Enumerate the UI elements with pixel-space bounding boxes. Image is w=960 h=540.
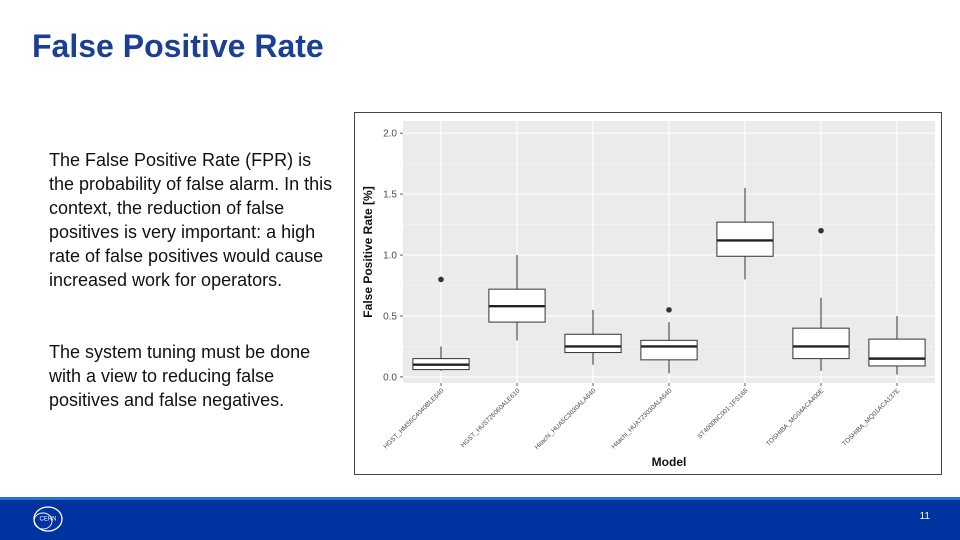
y-tick-label: 1.0 — [383, 251, 397, 262]
x-axis-title: Model — [652, 455, 687, 469]
y-tick-label: 0.5 — [383, 311, 397, 322]
footer-bar: CERN 11 — [0, 497, 960, 540]
svg-text:CERN: CERN — [39, 517, 56, 523]
box-iqr — [640, 339, 698, 361]
slide-title: False Positive Rate — [32, 28, 324, 64]
y-tick-label: 0.0 — [383, 372, 397, 383]
page-number: 11 — [919, 511, 930, 522]
outlier-point — [666, 307, 672, 313]
boxplot-svg: 0.0 0.5 1.0 1.5 2.0 HGST_HMS5C4040BLE640 HGST_… — [361, 121, 935, 469]
outlier-point — [818, 227, 824, 234]
x-tick-label: HGST_HMS5C4040BLE640 — [382, 387, 445, 450]
outlier-point — [438, 276, 444, 283]
box-iqr — [792, 327, 850, 360]
fpr-definition-paragraph: The False Positive Rate (FPR) is the pro… — [49, 150, 333, 290]
box-iqr — [716, 221, 774, 257]
system-tuning-paragraph: The system tuning must be done with a vi… — [49, 342, 311, 410]
x-tick-label: HGST_HUS726060ALE610 — [460, 387, 522, 449]
box-iqr — [564, 333, 622, 354]
footer-accent-strip — [0, 497, 960, 500]
x-tick-label: ST4000NC001-1FS168 — [696, 387, 749, 440]
x-tick-label: Hitachi_HUA723030ALA640 — [610, 387, 673, 450]
y-axis-title: False Positive Rate [%] — [361, 186, 375, 317]
fpr-boxplot-chart: 0.0 0.5 1.0 1.5 2.0 HGST_HMS5C4040BLE640 HGST_… — [354, 112, 942, 475]
y-tick-label: 1.5 — [383, 190, 397, 201]
x-tick-label: TOSHIBA_MG04ACA400E — [765, 387, 826, 448]
y-tick-label: 2.0 — [383, 129, 397, 140]
x-tick-label: TOSHIBA_MQ01ACA137E — [841, 387, 902, 448]
cern-logo-icon: CERN — [33, 506, 63, 532]
box-iqr — [868, 338, 926, 367]
x-tick-label: Hitachi_HUA5C3030ALA640 — [534, 387, 598, 451]
